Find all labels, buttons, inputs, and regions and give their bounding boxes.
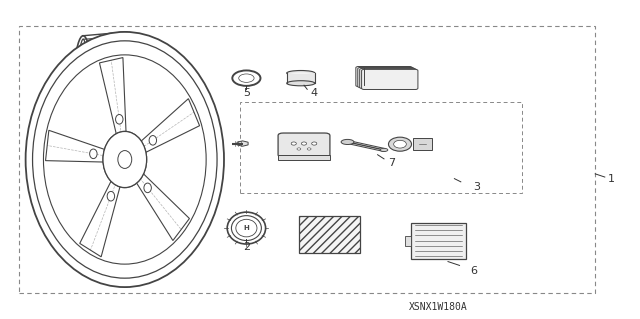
Ellipse shape <box>26 32 224 287</box>
Ellipse shape <box>227 212 266 244</box>
Bar <box>300 216 360 253</box>
Ellipse shape <box>307 148 311 150</box>
Ellipse shape <box>144 183 151 193</box>
FancyBboxPatch shape <box>362 70 418 90</box>
Ellipse shape <box>297 148 301 150</box>
Text: 2: 2 <box>243 242 250 252</box>
Ellipse shape <box>291 142 296 145</box>
Ellipse shape <box>312 142 317 145</box>
Ellipse shape <box>394 140 406 148</box>
Bar <box>413 138 432 150</box>
Text: H: H <box>244 225 249 231</box>
Ellipse shape <box>103 131 147 188</box>
Text: 5: 5 <box>243 87 250 98</box>
Bar <box>240 102 522 193</box>
Polygon shape <box>80 171 123 257</box>
FancyBboxPatch shape <box>278 133 330 157</box>
Text: 7: 7 <box>388 158 396 168</box>
Ellipse shape <box>341 139 354 145</box>
Ellipse shape <box>149 136 157 145</box>
FancyBboxPatch shape <box>360 68 416 88</box>
Ellipse shape <box>239 74 254 82</box>
Text: 6: 6 <box>470 266 477 276</box>
Text: 3: 3 <box>474 182 480 192</box>
Polygon shape <box>45 130 114 162</box>
Ellipse shape <box>90 149 97 159</box>
Polygon shape <box>237 141 248 146</box>
Text: XSNX1W180A: XSNX1W180A <box>409 302 468 312</box>
Ellipse shape <box>301 142 307 145</box>
Ellipse shape <box>388 137 412 151</box>
Polygon shape <box>99 57 127 146</box>
Ellipse shape <box>103 131 147 188</box>
Bar <box>287 73 315 83</box>
FancyBboxPatch shape <box>358 68 414 87</box>
Bar <box>278 155 330 160</box>
Bar <box>19 26 595 293</box>
Bar <box>405 236 412 246</box>
Ellipse shape <box>118 151 132 168</box>
Bar <box>412 223 466 259</box>
Text: 4: 4 <box>310 87 317 98</box>
Ellipse shape <box>291 72 310 74</box>
Ellipse shape <box>380 148 388 152</box>
Text: 1: 1 <box>608 174 614 184</box>
Ellipse shape <box>287 81 315 86</box>
Ellipse shape <box>116 115 123 124</box>
Polygon shape <box>133 99 200 157</box>
Ellipse shape <box>232 70 260 86</box>
Ellipse shape <box>287 70 315 76</box>
Polygon shape <box>131 166 189 241</box>
Ellipse shape <box>107 191 115 201</box>
FancyBboxPatch shape <box>356 67 412 86</box>
